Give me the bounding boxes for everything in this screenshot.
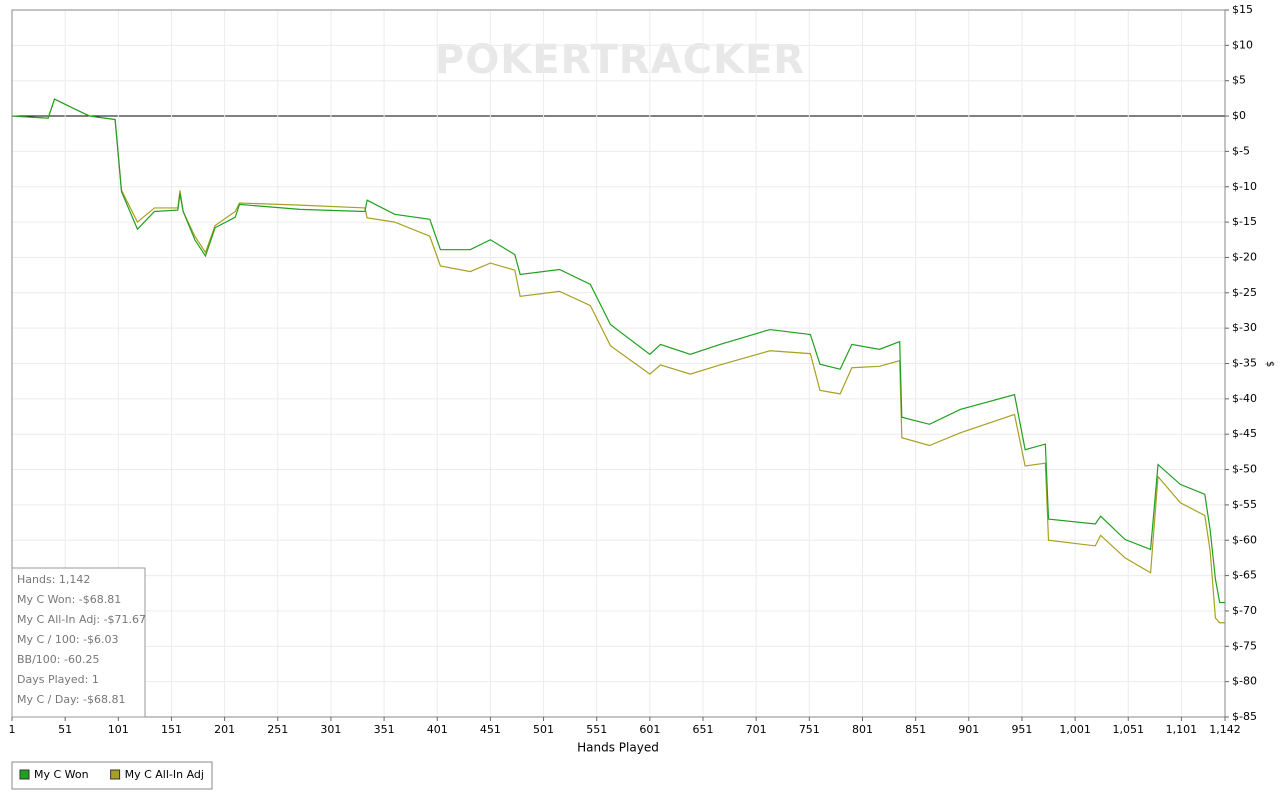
x-tick-label: 201	[214, 723, 235, 736]
x-tick-label: 151	[161, 723, 182, 736]
stat-text: My C / 100: -$6.03	[17, 633, 119, 646]
x-tick-label: 101	[108, 723, 129, 736]
x-tick-label: 1,051	[1113, 723, 1145, 736]
x-tick-label: 1,142	[1209, 723, 1241, 736]
legend-label: My C All-In Adj	[125, 768, 204, 781]
x-tick-label: 501	[533, 723, 554, 736]
y-tick-label: $-80	[1232, 675, 1257, 688]
x-tick-label: 1	[9, 723, 16, 736]
y-tick-label: $-25	[1232, 286, 1257, 299]
y-tick-label: $-55	[1232, 498, 1257, 511]
y-tick-label: $-50	[1232, 463, 1257, 476]
x-tick-label: 751	[799, 723, 820, 736]
y-tick-label: $-30	[1232, 321, 1257, 334]
x-tick-label: 651	[693, 723, 714, 736]
y-tick-label: $-70	[1232, 604, 1257, 617]
stat-text: My C All-In Adj: -$71.67	[17, 613, 146, 626]
y-tick-label: $5	[1232, 74, 1246, 87]
grid	[11, 9, 1226, 718]
stats-box	[11, 567, 146, 718]
x-tick-label: 701	[746, 723, 767, 736]
x-tick-label: 551	[586, 723, 607, 736]
x-tick-label: 1,001	[1059, 723, 1091, 736]
y-tick-label: $-35	[1232, 357, 1257, 370]
y-tick-label: $-10	[1232, 180, 1257, 193]
legend-label: My C Won	[34, 768, 89, 781]
stat-text: My C / Day: -$68.81	[17, 693, 125, 706]
y-tick-label: $-5	[1232, 144, 1250, 157]
y-tick-label: $-40	[1232, 392, 1257, 405]
x-tick-label: 51	[58, 723, 72, 736]
y-tick-label: $-45	[1232, 427, 1257, 440]
y-tick-label: $-20	[1232, 250, 1257, 263]
y-tick-label: $-60	[1232, 533, 1257, 546]
stat-text: My C Won: -$68.81	[17, 593, 121, 606]
stat-text: BB/100: -60.25	[17, 653, 99, 666]
watermark: POKERTRACKER	[435, 37, 805, 83]
x-tick-label: 251	[267, 723, 288, 736]
series-line	[11, 98, 1225, 604]
x-tick-label: 1,101	[1166, 723, 1198, 736]
y-tick-label: $-65	[1232, 569, 1257, 582]
stat-text: Days Played: 1	[17, 673, 99, 686]
y-tick-label: $-75	[1232, 639, 1257, 652]
legend-swatch	[110, 769, 121, 780]
x-tick-label: 901	[958, 723, 979, 736]
x-tick-label: 601	[639, 723, 660, 736]
y-axis-label: $	[1264, 361, 1275, 367]
x-tick-label: 351	[374, 723, 395, 736]
y-tick-label: $-15	[1232, 215, 1257, 228]
x-tick-label: 801	[852, 723, 873, 736]
y-tick-label: $15	[1232, 3, 1253, 16]
y-tick-label: $-85	[1232, 710, 1257, 723]
y-tick-label: $0	[1232, 109, 1246, 122]
stat-text: Hands: 1,142	[17, 573, 90, 586]
y-tick-label: $10	[1232, 38, 1253, 51]
x-tick-label: 951	[1011, 723, 1032, 736]
x-tick-label: 451	[480, 723, 501, 736]
x-tick-label: 301	[320, 723, 341, 736]
x-tick-label: 851	[905, 723, 926, 736]
x-tick-label: 401	[427, 723, 448, 736]
x-axis-label: Hands Played	[577, 741, 659, 755]
legend-swatch	[19, 769, 30, 780]
